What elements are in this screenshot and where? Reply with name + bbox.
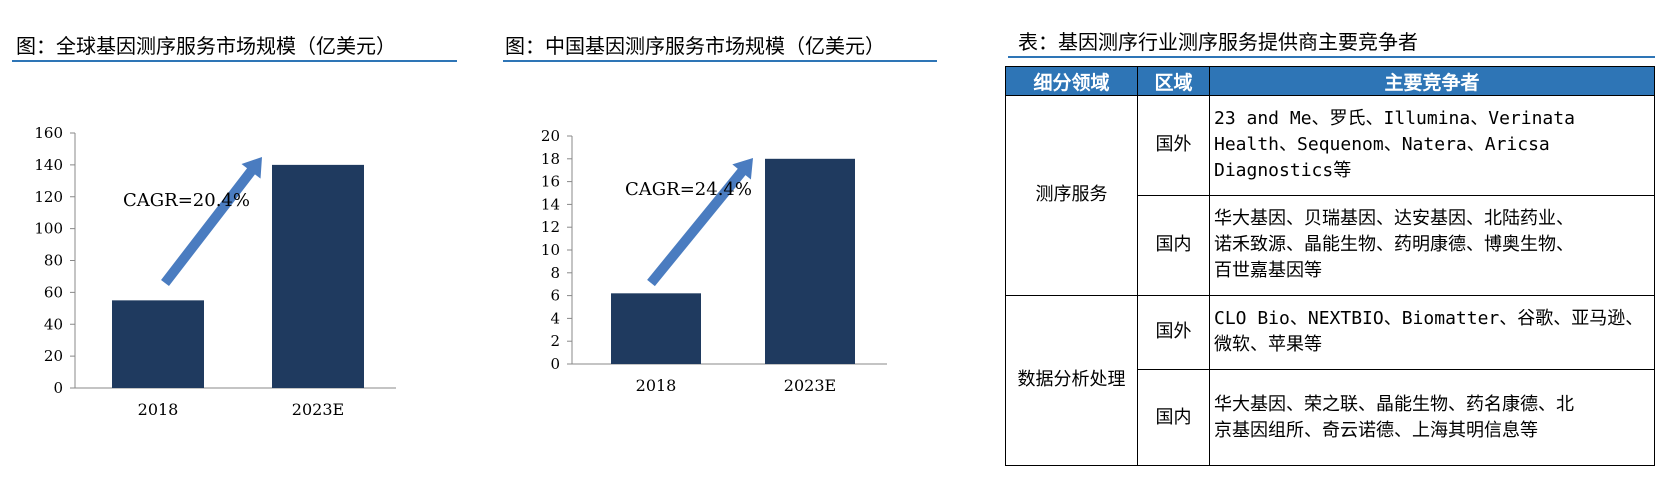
y-tick-label: 6 — [550, 287, 560, 305]
global-market-chart: 0 20 40 60 80 100 120 140 160 2018 2023E CAGR=20.4% — [34, 124, 396, 419]
table-row: 数据分析处理 国外 CLO Bio、NEXTBIO、Biomatter、谷歌、亚… — [1005, 294, 1655, 467]
y-tick-label: 0 — [550, 355, 560, 373]
bar — [765, 158, 855, 364]
y-tick-label: 140 — [34, 156, 63, 174]
table-row: 测序服务 国外 23 and Me、罗氏、Illumina、Verinata H… — [1005, 95, 1655, 296]
bar — [112, 300, 204, 388]
competitor-title-rule — [1008, 56, 1655, 58]
competitors-cell: 23 and Me、罗氏、Illumina、Verinata Health、Se… — [1209, 95, 1655, 196]
competitor-table-title: 表：基因测序行业测序服务提供商主要竞争者 — [1018, 30, 1418, 54]
y-tick-label: 16 — [541, 173, 560, 191]
y-tick-label: 80 — [44, 252, 63, 270]
segment-cell: 数据分析处理 — [1005, 294, 1138, 467]
competitors-line: CLO Bio、NEXTBIO、Biomatter、谷歌、亚马逊、 — [1214, 308, 1644, 330]
y-tick-label: 160 — [34, 124, 63, 142]
china-market-panel: 图：中国基因测序服务市场规模（亿美元） 0 2 4 6 8 10 12 14 16 18 20 201… — [495, 0, 955, 479]
y-tick-label: 0 — [53, 379, 63, 397]
china-title-rule — [503, 60, 937, 62]
global-chart-title: 图：全球基因测序服务市场规模（亿美元） — [16, 34, 396, 58]
competitor-table: 细分领域 区域 主要竞争者 测序服务 国外 23 and Me、罗氏、Illum… — [1005, 66, 1655, 467]
competitors-line: 微软、苹果等 — [1214, 334, 1322, 356]
x-tick-label: 2018 — [636, 376, 677, 395]
x-tick-label: 2023E — [292, 400, 344, 419]
y-tick-label: 14 — [541, 195, 560, 213]
segment-cell: 测序服务 — [1005, 95, 1138, 296]
competitors-cell: 华大基因、贝瑞基因、达安基因、北陆药业、 诺禾致源、晶能生物、药明康德、博奥生物… — [1209, 194, 1655, 296]
competitors-line: 华大基因、贝瑞基因、达安基因、北陆药业、 — [1214, 208, 1574, 230]
region-cell: 国外 — [1137, 95, 1210, 196]
bar — [611, 293, 701, 364]
y-tick-label: 120 — [34, 188, 63, 206]
region-cell: 国内 — [1137, 194, 1210, 296]
china-chart-title: 图：中国基因测序服务市场规模（亿美元） — [505, 34, 885, 58]
y-tick-label: 10 — [541, 241, 560, 259]
region-cell: 国外 — [1137, 294, 1210, 371]
competitors-line: 百世嘉基因等 — [1214, 260, 1322, 282]
growth-arrow-icon — [161, 157, 262, 287]
global-market-panel: 图：全球基因测序服务市场规模（亿美元） 0 20 40 60 80 100 120 140 16… — [0, 0, 470, 479]
y-tick-label: 2 — [550, 332, 560, 350]
table-row: 国内 华大基因、荣之联、晶能生物、药名康德、北 京基因组所、奇云诺德、上海其明信… — [1006, 369, 1655, 466]
cagr-annotation: CAGR=20.4% — [123, 190, 250, 211]
y-tick-label: 12 — [541, 218, 560, 236]
y-tick-label: 60 — [44, 283, 63, 301]
x-tick-label: 2018 — [138, 400, 179, 419]
header-segment: 细分领域 — [1005, 66, 1138, 96]
global-title-rule — [12, 60, 457, 62]
y-tick-label: 100 — [34, 220, 63, 238]
competitors-cell: 华大基因、荣之联、晶能生物、药名康德、北 京基因组所、奇云诺德、上海其明信息等 — [1209, 369, 1655, 466]
bar — [272, 164, 364, 388]
x-tick-label: 2023E — [784, 376, 836, 395]
y-tick-label: 40 — [44, 315, 63, 333]
growth-arrow-icon — [647, 158, 753, 287]
competitors-cell: CLO Bio、NEXTBIO、Biomatter、谷歌、亚马逊、 微软、苹果等 — [1209, 294, 1655, 371]
cagr-annotation: CAGR=24.4% — [625, 179, 752, 200]
competitors-line: Diagnostics等 — [1214, 160, 1352, 182]
table-row: 国内 华大基因、贝瑞基因、达安基因、北陆药业、 诺禾致源、晶能生物、药明康德、博… — [1006, 194, 1655, 296]
competitors-line: 京基因组所、奇云诺德、上海其明信息等 — [1214, 419, 1538, 441]
y-tick-label: 4 — [550, 309, 560, 327]
region-cell: 国内 — [1137, 369, 1210, 466]
competitors-line: 23 and Me、罗氏、Illumina、Verinata — [1214, 108, 1575, 130]
competitors-line: Health、Sequenom、Natera、Aricsa — [1214, 134, 1550, 156]
y-tick-label: 8 — [550, 264, 560, 282]
competitors-line: 诺禾致源、晶能生物、药明康德、博奥生物、 — [1214, 234, 1574, 256]
header-region: 区域 — [1137, 66, 1210, 96]
competitors-line: 华大基因、荣之联、晶能生物、药名康德、北 — [1214, 393, 1574, 415]
y-tick-label: 18 — [541, 150, 560, 168]
table-header-row: 细分领域 区域 主要竞争者 — [1005, 66, 1655, 96]
china-market-chart: 0 2 4 6 8 10 12 14 16 18 20 2018 2023E CAGR=24.4% — [541, 127, 887, 395]
y-tick-label: 20 — [541, 127, 560, 145]
header-competitors: 主要竞争者 — [1209, 66, 1655, 96]
y-tick-label: 20 — [44, 347, 63, 365]
